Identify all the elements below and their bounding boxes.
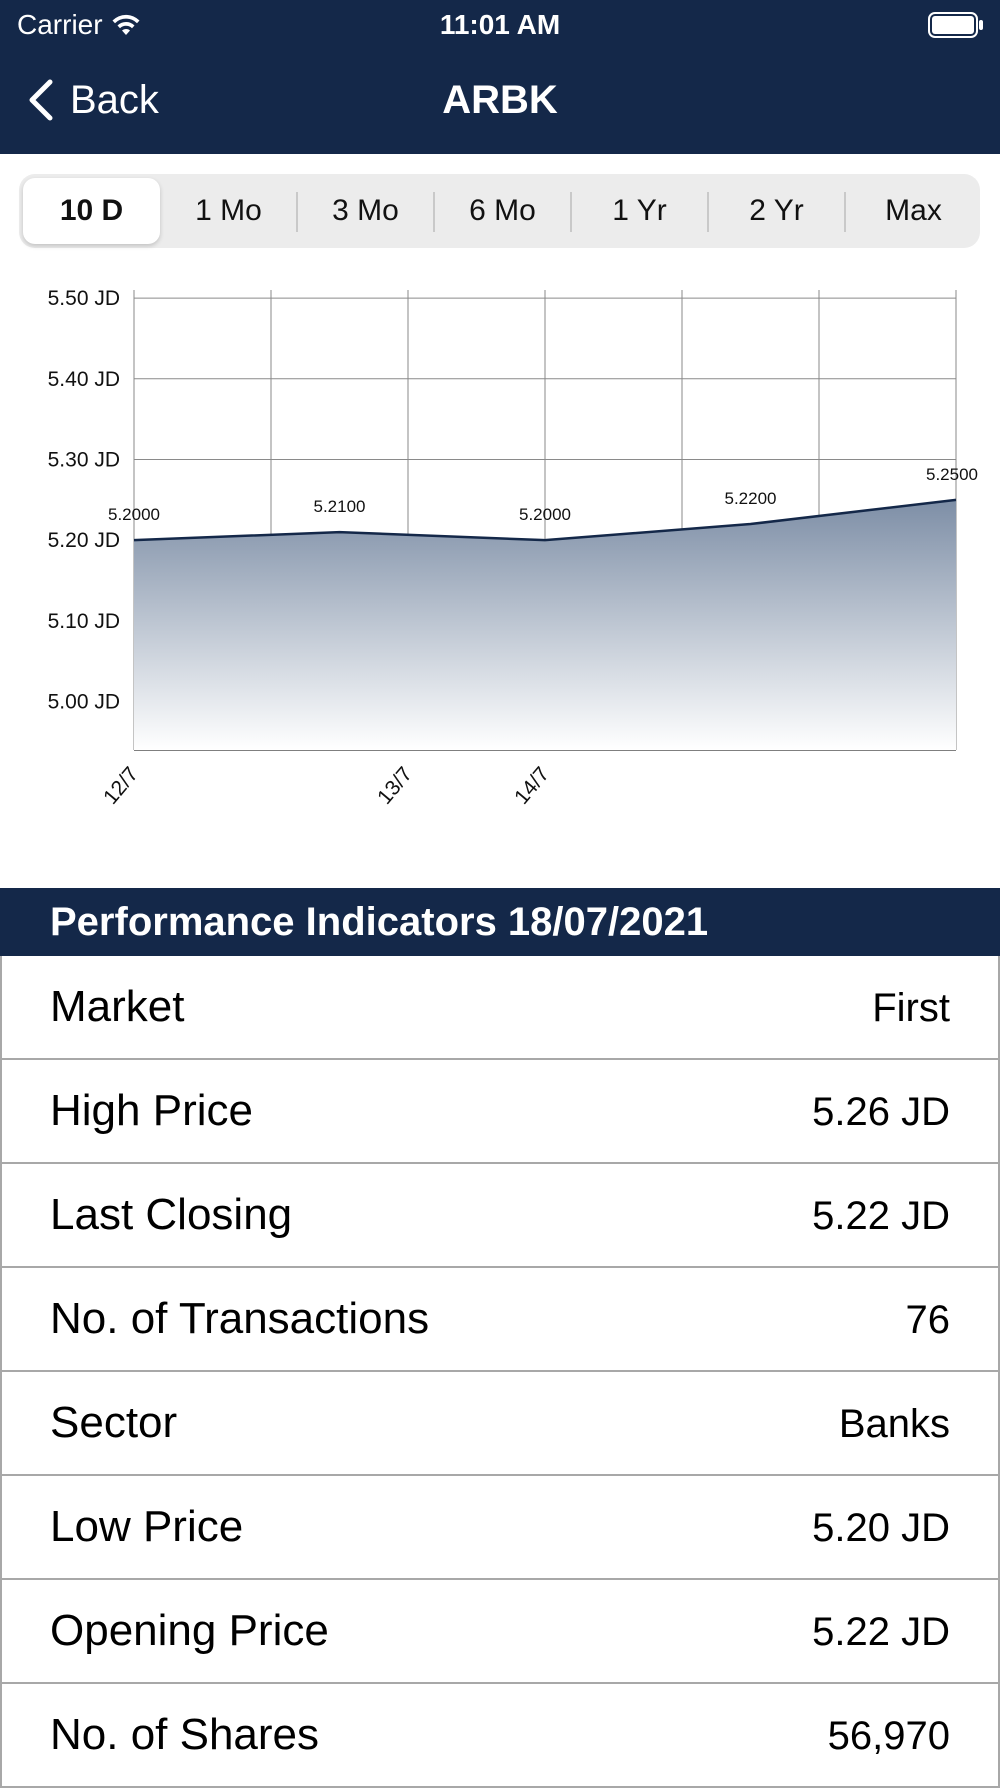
x-tick-label: 13/7 xyxy=(373,763,417,809)
segment-divider xyxy=(844,192,846,232)
indicator-label: No. of Shares xyxy=(50,1710,320,1759)
y-tick-label: 5.00 JD xyxy=(48,691,120,714)
data-label: 5.2000 xyxy=(519,505,571,524)
page-title: ARBK xyxy=(442,78,558,122)
back-button[interactable]: Back xyxy=(26,76,159,124)
range-tab[interactable]: 6 Mo xyxy=(469,194,536,227)
header: Carrier 11:01 AM Back ARBK xyxy=(0,0,1000,154)
indicator-row: Low Price 5.20 JD xyxy=(0,1476,1000,1580)
indicator-label: Last Closing xyxy=(50,1190,293,1239)
chevron-left-icon xyxy=(29,79,53,121)
price-chart: 5.50 JD 5.40 JD 5.30 JD 5.20 JD 5.10 JD 5.00 … xyxy=(0,270,1000,830)
indicator-label: Sector xyxy=(50,1398,178,1447)
indicator-label: Low Price xyxy=(50,1502,244,1551)
indicator-value: 5.26 JD xyxy=(812,1090,950,1134)
range-tab[interactable]: Max xyxy=(885,194,942,227)
indicators-table: Market First High Price 5.26 JD Last Closing… xyxy=(0,956,1000,1788)
indicator-value: 5.22 JD xyxy=(812,1610,950,1654)
price-line xyxy=(133,498,957,542)
y-tick-label: 5.40 JD xyxy=(48,368,120,391)
indicator-row: Sector Banks xyxy=(0,1372,1000,1476)
back-label: Back xyxy=(70,77,159,122)
range-selector: 10 D 1 Mo 3 Mo 6 Mo 1 Yr 2 Yr Max xyxy=(19,174,980,248)
indicator-value: Banks xyxy=(838,1402,950,1446)
x-tick-label: 12/7 xyxy=(99,763,143,809)
range-tab[interactable]: 10 D xyxy=(23,178,160,244)
indicator-label: No. of Transactions xyxy=(50,1294,430,1343)
y-tick-label: 5.10 JD xyxy=(48,610,120,633)
status-time: 11:01 AM xyxy=(439,9,561,40)
indicator-row: No. of Transactions 76 xyxy=(0,1268,1000,1372)
range-tab[interactable]: 1 Mo xyxy=(195,194,262,227)
segment-divider xyxy=(570,192,572,232)
y-tick-label: 5.30 JD xyxy=(48,448,120,471)
indicator-row: Market First xyxy=(0,956,1000,1060)
indicator-label: High Price xyxy=(50,1086,253,1135)
indicator-row: Last Closing 5.22 JD xyxy=(0,1164,1000,1268)
section-title: Performance Indicators 18/07/2021 xyxy=(50,900,709,944)
section-header: Performance Indicators 18/07/2021 xyxy=(0,888,1000,956)
range-tab[interactable]: 2 Yr xyxy=(749,194,804,227)
data-label: 5.2500 xyxy=(926,465,978,484)
indicator-row: High Price 5.26 JD xyxy=(0,1060,1000,1164)
indicator-row: No. of Shares 56,970 xyxy=(0,1684,1000,1788)
indicator-value: 5.20 JD xyxy=(812,1506,950,1550)
indicator-value: 76 xyxy=(905,1298,951,1342)
indicator-value: 56,970 xyxy=(827,1714,950,1758)
price-area xyxy=(134,499,956,750)
data-label: 5.2100 xyxy=(314,497,366,516)
indicator-value: First xyxy=(872,986,950,1030)
segment-divider xyxy=(707,192,709,232)
carrier-indicator: Carrier xyxy=(17,9,141,41)
segment-divider xyxy=(433,192,435,232)
indicator-label: Market xyxy=(50,982,185,1031)
y-tick-label: 5.20 JD xyxy=(48,529,120,552)
price-chart-svg: 5.50 JD 5.40 JD 5.30 JD 5.20 JD 5.10 JD 5.00 … xyxy=(48,287,978,809)
battery-icon xyxy=(928,12,983,38)
indicator-label: Opening Price xyxy=(50,1606,329,1655)
range-tab[interactable]: 3 Mo xyxy=(332,194,399,227)
nav-bar: Back ARBK xyxy=(0,62,1000,142)
indicator-value: 5.22 JD xyxy=(812,1194,950,1238)
indicator-row: Opening Price 5.22 JD xyxy=(0,1580,1000,1684)
y-tick-label: 5.50 JD xyxy=(48,287,120,310)
data-label: 5.2000 xyxy=(108,505,160,524)
segment-divider xyxy=(296,192,298,232)
range-tab[interactable]: 1 Yr xyxy=(612,194,667,227)
carrier-label: Carrier xyxy=(17,9,103,40)
data-label: 5.2200 xyxy=(725,489,777,508)
wifi-icon xyxy=(112,14,140,35)
status-bar: Carrier 11:01 AM xyxy=(0,0,1000,52)
x-tick-label: 14/7 xyxy=(510,763,554,809)
